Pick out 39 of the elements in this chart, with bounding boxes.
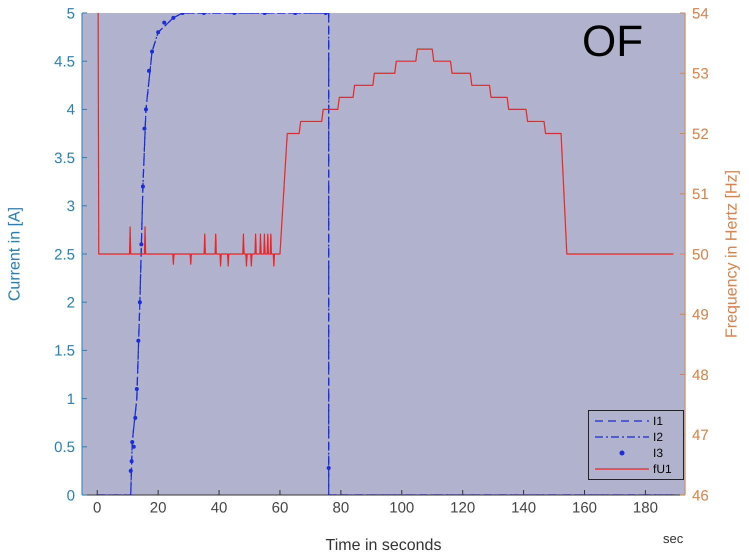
legend-label: fU1 (653, 462, 672, 476)
x-tick-label: 180 (632, 500, 658, 517)
y-tick-label: 2 (66, 294, 75, 312)
x-tick-label: 140 (511, 500, 536, 517)
x-tick-label: 120 (450, 500, 476, 517)
legend-label: I2 (653, 430, 664, 444)
y-tick-label: 2.5 (54, 246, 75, 264)
y-tick-label: 3 (66, 198, 75, 216)
y-tick-label: 1.5 (54, 342, 75, 360)
x-tick-label: 40 (210, 500, 228, 517)
y-tick-label: 4 (66, 102, 75, 119)
x-tick-label: 80 (332, 500, 350, 517)
annotation: OF (582, 17, 644, 66)
y-tick-label: 3.5 (54, 150, 75, 167)
x-axis-title: Time in seconds (326, 537, 442, 554)
y2-tick-label: 48 (692, 366, 709, 384)
y-tick-label: 0 (66, 487, 75, 504)
x-tick-label: 0 (93, 500, 102, 517)
y-tick-label: 5 (66, 5, 75, 22)
y2-tick-label: 54 (692, 5, 709, 22)
legend-label: I3 (653, 446, 664, 460)
x-tick-label: 100 (389, 500, 414, 517)
y-tick-label: 4.5 (54, 54, 75, 71)
y2-axis-title: Frequency in Hertz [Hz] (724, 170, 741, 338)
y-tick-label: 0.5 (54, 439, 75, 456)
y2-tick-label: 50 (692, 246, 709, 264)
y2-tick-label: 49 (692, 306, 709, 324)
y2-tick-label: 47 (692, 427, 709, 444)
x-tick-label: 160 (572, 500, 598, 517)
y2-tick-label: 51 (692, 186, 709, 204)
y-tick-label: 1 (66, 390, 75, 408)
y-axis-title: Current in [A] (6, 206, 24, 302)
y2-tick-label: 46 (692, 487, 709, 504)
text: sec (663, 531, 684, 546)
y2-tick-label: 52 (692, 126, 709, 143)
y2-tick-label: 53 (692, 66, 709, 83)
legend-label: I1 (653, 414, 664, 428)
x-tick-label: 60 (272, 500, 288, 517)
x-tick-label: 20 (150, 500, 166, 517)
